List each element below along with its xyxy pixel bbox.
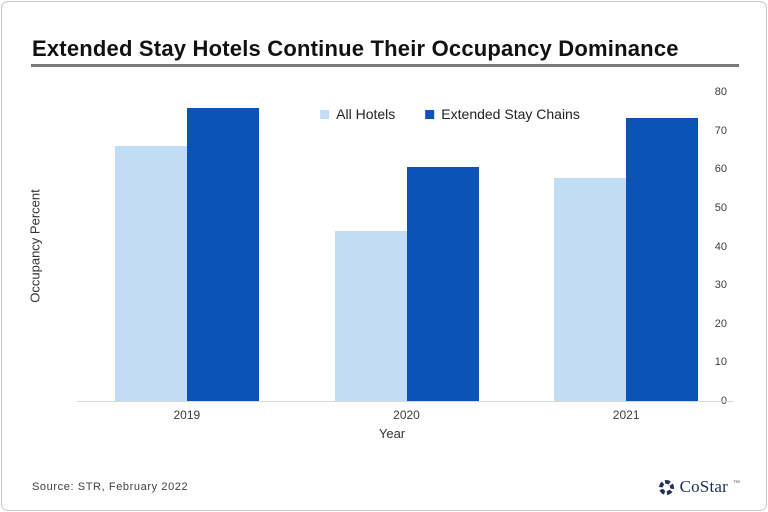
- costar-logo-icon: [658, 479, 674, 495]
- bar-extended-stay-chains-2019: [186, 108, 259, 401]
- bar-group-2019: [114, 108, 259, 401]
- costar-logo-text: CoStar: [679, 477, 728, 496]
- legend-label: All Hotels: [336, 106, 396, 122]
- bar-all-hotels-2021: [554, 178, 627, 401]
- legend-marker-icon: [320, 109, 330, 119]
- title-underline: [31, 64, 739, 67]
- x-axis-line: [77, 401, 734, 402]
- bar-all-hotels-2020: [334, 231, 407, 401]
- legend: All Hotels Extended Stay Chains: [320, 106, 580, 122]
- y-axis-label: Occupancy Percent: [27, 189, 43, 303]
- x-axis-label: Year: [378, 426, 406, 441]
- bar-all-hotels-2019: [114, 146, 187, 401]
- x-tick-label-2019: 2019: [173, 408, 201, 422]
- legend-marker-icon: [425, 109, 435, 119]
- chart-title: Extended Stay Hotels Continue Their Occu…: [32, 36, 679, 61]
- x-tick-label-2021: 2021: [612, 408, 640, 422]
- bar-extended-stay-chains-2020: [406, 166, 479, 401]
- trademark-symbol: ™: [733, 480, 740, 487]
- y-tick-label: 40: [714, 240, 727, 253]
- bar-group-2020: [334, 166, 479, 401]
- y-tick-label: 80: [714, 86, 727, 98]
- legend-label: Extended Stay Chains: [441, 106, 580, 122]
- y-tick-label: 50: [714, 201, 727, 214]
- costar-logo: CoStar ™: [658, 477, 740, 497]
- y-tick-label: 10: [714, 356, 727, 369]
- x-tick-label-2020: 2020: [393, 408, 420, 422]
- y-tick-label: 30: [714, 279, 727, 292]
- source-note: Source: STR, February 2022: [32, 481, 189, 493]
- y-tick-label: 70: [714, 124, 727, 137]
- legend-item-extended-stay-chains: Extended Stay Chains: [425, 106, 580, 122]
- bar-extended-stay-chains-2021: [626, 117, 699, 401]
- bar-group-2021: [554, 117, 699, 401]
- y-tick-label: 20: [714, 317, 727, 330]
- y-tick-label: 60: [714, 163, 727, 176]
- legend-item-all-hotels: All Hotels: [320, 106, 395, 122]
